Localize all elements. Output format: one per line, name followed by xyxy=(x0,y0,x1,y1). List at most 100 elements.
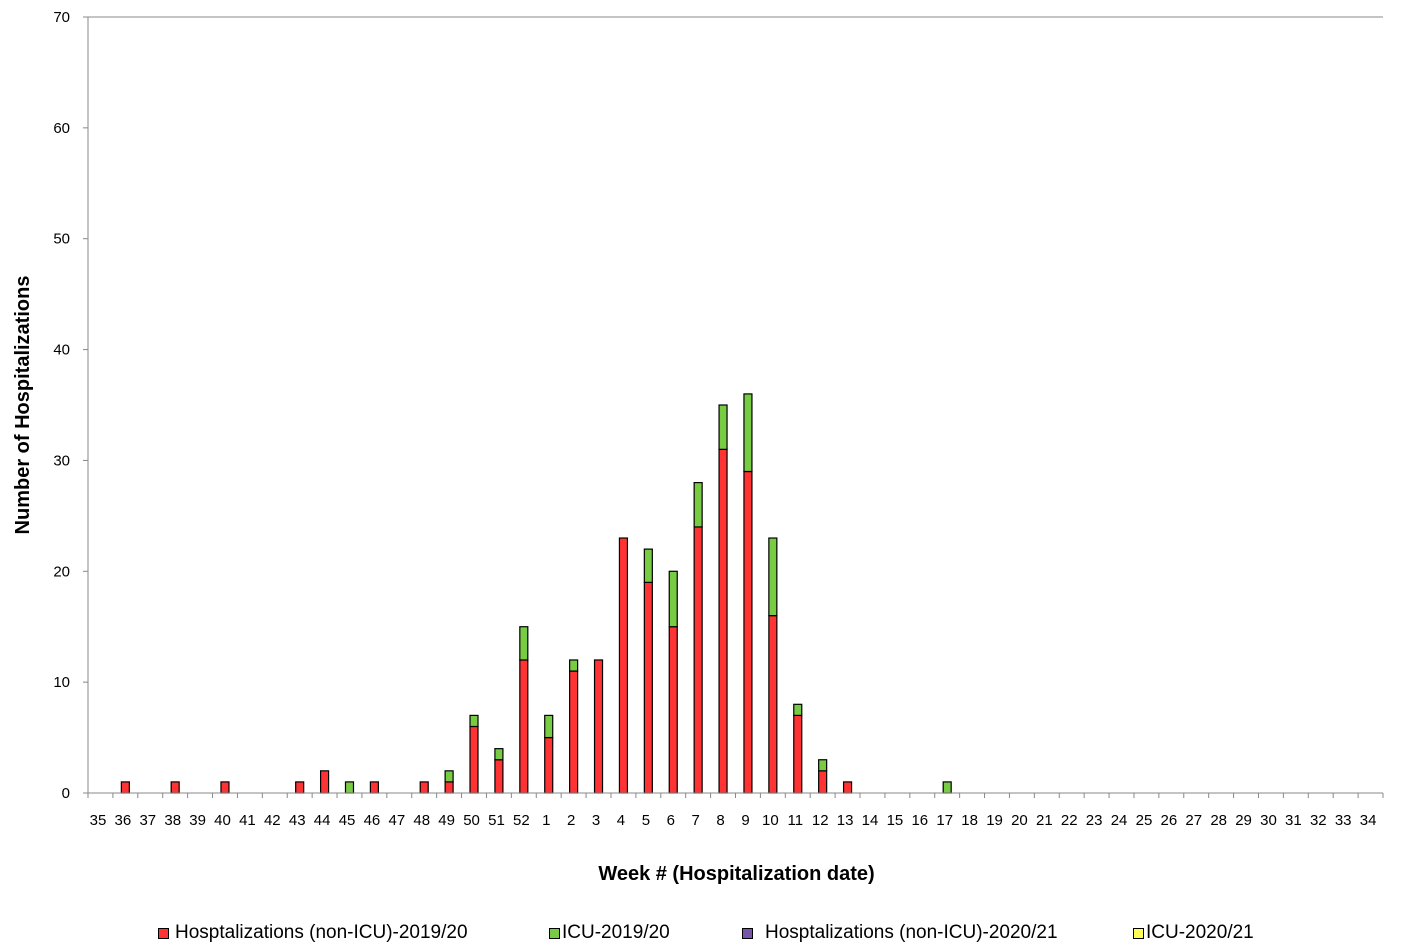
x-tick-label: 2 xyxy=(567,812,575,829)
y-tick-label: 70 xyxy=(53,9,70,26)
legend-label: ICU-2019/20 xyxy=(562,922,670,943)
bar-segment-series-1 xyxy=(668,570,678,628)
x-tick-label: 14 xyxy=(862,812,879,829)
y-tick-label: 20 xyxy=(53,563,70,580)
bar-segment-series-0 xyxy=(220,781,230,794)
legend-label: ICU-2020/21 xyxy=(1146,922,1254,943)
bar-segment-series-1 xyxy=(743,393,753,473)
x-tick-label: 46 xyxy=(364,812,381,829)
y-tick-label: 50 xyxy=(53,231,70,248)
x-axis-ticks: 35 36 37 38 39 40 41 42 43 44 45 46 47 48 49 50 51 52 1 2 3 4… xyxy=(87,793,1384,829)
x-tick-label: 25 xyxy=(1136,812,1153,829)
x-tick-label: 15 xyxy=(887,812,904,829)
x-axis-title: Week # (Hospitalization date) xyxy=(598,863,874,885)
bar-segment-series-0 xyxy=(170,781,180,794)
bar-segment-series-1 xyxy=(693,482,703,528)
legend-swatch xyxy=(742,927,753,939)
x-tick-label: 38 xyxy=(164,812,181,829)
bar-segment-series-0 xyxy=(743,470,753,794)
x-tick-label: 11 xyxy=(788,812,804,829)
bar-segment-series-0 xyxy=(818,770,828,794)
x-tick-label: 51 xyxy=(488,812,505,829)
bar-segment-series-0 xyxy=(718,448,728,794)
bar-segment-series-1 xyxy=(768,537,778,617)
x-tick-label: 20 xyxy=(1011,812,1028,829)
x-tick-label: 35 xyxy=(90,812,107,829)
x-tick-label: 45 xyxy=(339,812,356,829)
x-tick-label: 3 xyxy=(592,812,600,829)
y-tick-label: 40 xyxy=(53,342,70,359)
x-tick-label: 6 xyxy=(667,812,675,829)
x-tick-label: 39 xyxy=(189,812,206,829)
x-tick-label: 40 xyxy=(214,812,231,829)
bar-segment-series-1 xyxy=(344,781,355,794)
bar-segment-series-1 xyxy=(444,770,454,783)
x-tick-label: 12 xyxy=(812,812,829,829)
x-tick-label: 27 xyxy=(1185,812,1202,829)
x-tick-label: 33 xyxy=(1335,812,1352,829)
x-tick-label: 43 xyxy=(289,812,306,829)
x-tick-label: 32 xyxy=(1310,812,1327,829)
bar-segment-series-0 xyxy=(668,626,678,794)
bar-segment-series-0 xyxy=(444,781,454,794)
x-tick-label: 42 xyxy=(264,812,281,829)
bar-segment-series-1 xyxy=(469,714,479,728)
legend-item-nonicu-2020-21: Hosptalizations (non-ICU)-2020/21 xyxy=(742,922,1058,944)
x-tick-label: 21 xyxy=(1036,812,1053,829)
x-tick-label: 28 xyxy=(1210,812,1227,829)
x-tick-label: 37 xyxy=(139,812,156,829)
bar-segment-series-0 xyxy=(469,725,479,794)
y-axis-title: Number of Hospitalizations xyxy=(12,276,34,535)
bar-segment-series-1 xyxy=(519,626,529,661)
legend-swatch xyxy=(1133,927,1144,939)
x-tick-label: 19 xyxy=(986,812,1003,829)
legend-label: Hosptalizations (non-ICU)-2020/21 xyxy=(765,922,1058,943)
x-tick-label: 41 xyxy=(239,812,256,829)
legend-swatch xyxy=(549,927,560,939)
x-tick-label: 52 xyxy=(513,812,530,829)
bar-segment-series-1 xyxy=(942,781,952,794)
x-tick-label: 16 xyxy=(911,812,928,829)
bar-segment-series-0 xyxy=(842,781,853,794)
x-tick-label: 8 xyxy=(716,812,724,829)
bar-segment-series-1 xyxy=(643,548,653,583)
legend-item-nonicu-2019-20: Hosptalizations (non-ICU)-2019/20 xyxy=(158,922,468,944)
x-tick-label: 30 xyxy=(1260,812,1277,829)
x-tick-label: 44 xyxy=(314,812,331,829)
x-tick-label: 23 xyxy=(1086,812,1103,829)
bar-segment-series-0 xyxy=(693,526,703,794)
x-tick-label: 48 xyxy=(413,812,430,829)
x-tick-label: 5 xyxy=(642,812,650,829)
x-tick-label: 29 xyxy=(1235,812,1252,829)
x-tick-label: 4 xyxy=(617,812,625,829)
bar-segment-series-1 xyxy=(569,659,579,672)
bar-segment-series-0 xyxy=(593,659,604,794)
bar-segment-series-0 xyxy=(544,736,554,794)
bar-segment-series-0 xyxy=(419,781,429,794)
x-tick-label: 10 xyxy=(762,812,779,829)
bar-segment-series-0 xyxy=(295,781,305,794)
x-tick-label: 18 xyxy=(961,812,978,829)
bar-segment-series-1 xyxy=(544,714,554,739)
x-tick-label: 13 xyxy=(837,812,854,829)
x-tick-label: 26 xyxy=(1161,812,1178,829)
y-tick-label: 0 xyxy=(62,785,70,802)
legend-item-icu-2020-21: ICU-2020/21 xyxy=(1133,922,1254,944)
legend-label: Hosptalizations (non-ICU)-2019/20 xyxy=(175,922,468,943)
x-tick-label: 9 xyxy=(741,812,749,829)
legend-item-icu-2019-20: ICU-2019/20 xyxy=(549,922,670,944)
x-tick-label: 22 xyxy=(1061,812,1078,829)
bar-segment-series-1 xyxy=(818,759,828,772)
y-tick-label: 60 xyxy=(53,120,70,137)
legend: Hosptalizations (non-ICU)-2019/20 ICU-20… xyxy=(0,922,1417,948)
legend-swatch xyxy=(158,927,169,939)
x-tick-label: 36 xyxy=(115,812,132,829)
x-tick-label: 31 xyxy=(1285,812,1302,829)
bar-segment-series-0 xyxy=(768,615,778,794)
bar-segment-series-0 xyxy=(319,770,330,794)
x-tick-label: 50 xyxy=(463,812,480,829)
y-tick-label: 30 xyxy=(53,452,70,469)
x-tick-label: 24 xyxy=(1111,812,1128,829)
bar-segment-series-1 xyxy=(718,404,728,450)
